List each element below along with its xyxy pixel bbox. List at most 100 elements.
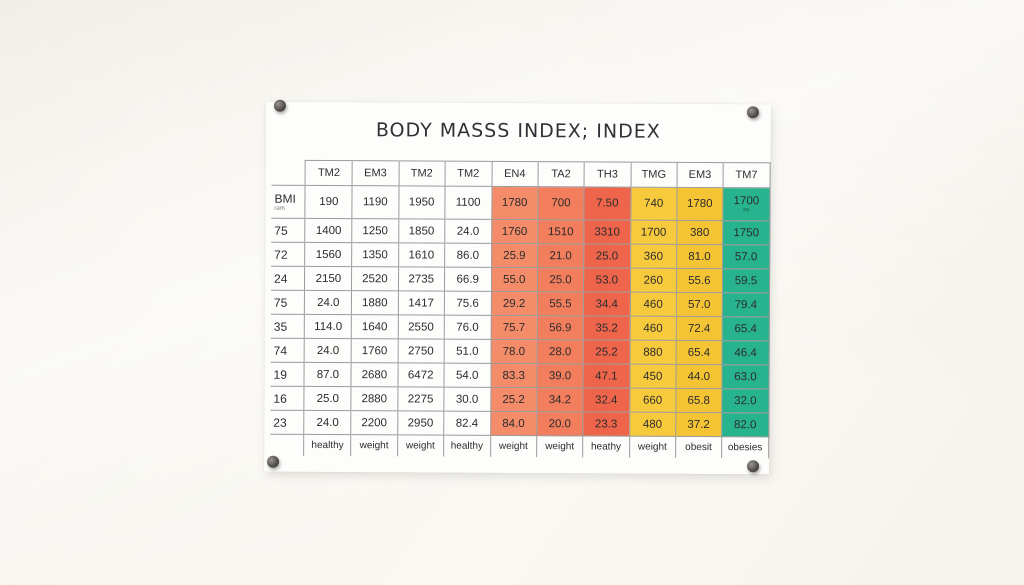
table-cell: 32.0: [721, 388, 769, 413]
pushpin-icon: [267, 455, 280, 468]
column-header: TA2: [537, 161, 585, 187]
table-cell: 55.6: [676, 268, 723, 293]
table-footer-row: healthy weight weight healthy weight weight he…: [270, 434, 769, 459]
table-cell: 2275: [397, 386, 444, 412]
row-label: BMI ram: [271, 185, 306, 219]
table-row: BMI ram 190 1190 1950 1100 1780 700 7.50 740 1780 1…: [271, 185, 771, 221]
column-header: TM2: [305, 160, 353, 186]
table-cell: 6472: [397, 362, 444, 388]
table-cell: 2950: [397, 410, 444, 436]
table-cell: 360: [630, 244, 677, 269]
poster-title: BODY MASSS INDEX; INDEX: [375, 119, 661, 143]
cell-sublabel: as: [743, 206, 750, 213]
table-cell: 35.2: [583, 315, 630, 341]
table-cell: 29.2: [490, 291, 538, 316]
table-cell: 2750: [397, 338, 445, 364]
table-cell: 700: [537, 186, 585, 220]
table-cell: 65.8: [675, 388, 722, 413]
corner-cell: [270, 434, 304, 456]
row-label: 35: [270, 314, 305, 339]
cell-value: 700: [551, 197, 571, 210]
table-cell: 65.4: [675, 340, 723, 365]
table-cell: 75.7: [490, 315, 538, 340]
table-row: 75 24.0 1880 1417 75.6 29.2 55.5 34.4 460 57.0 79.…: [270, 290, 770, 317]
table-cell: 25.0: [304, 386, 352, 411]
table-row: 35 114.0 1640 2550 76.0 75.7 56.9 35.2 460 72.4 65…: [270, 314, 770, 341]
column-header: TH3: [584, 161, 631, 188]
table-cell: 2150: [304, 266, 352, 291]
table-cell: 1400: [305, 218, 353, 243]
category-label: obesit: [675, 436, 722, 459]
table-cell: 380: [676, 220, 723, 245]
table-cell: 3310: [583, 219, 631, 245]
category-label: heathy: [582, 435, 630, 458]
table-cell: 1950: [398, 185, 445, 220]
row-label: 23: [270, 410, 305, 435]
row-label: 19: [270, 362, 305, 387]
category-label: obesies: [721, 436, 769, 459]
table-cell: 47.1: [583, 363, 630, 389]
table-header-row: TM2 EM3 TM2 TM2 EN4 TA2 TH3 TMG EM3 TM7: [271, 160, 771, 188]
cell-value: 1700: [733, 194, 760, 207]
table-cell: 55.0: [491, 267, 538, 292]
table-cell: 1760: [351, 338, 398, 363]
row-sublabel: ram: [274, 205, 285, 212]
table-cell: 25.0: [537, 267, 584, 292]
table-cell: 53.0: [583, 267, 631, 293]
table-row: 72 1560 1350 1610 86.0 25.9 21.0 25.0 360 81.0 57.…: [271, 242, 770, 269]
table-cell: 25.2: [583, 339, 630, 365]
table-row: 74 24.0 1760 2750 51.0 78.0 28.0 25.2 880 65.4 46.…: [270, 338, 770, 365]
table-row: 75 1400 1250 1850 24.0 1760 1510 3310 1700 380 175…: [271, 218, 770, 245]
table-cell: 57.0: [722, 244, 770, 269]
pushpin-icon: [747, 460, 760, 473]
row-label: 72: [271, 242, 306, 267]
table-cell: 59.5: [722, 268, 770, 293]
table-cell: 2520: [351, 266, 399, 291]
table-cell: 260: [630, 268, 677, 293]
table-cell: 7.50: [583, 186, 631, 221]
table-cell: 2735: [398, 266, 445, 292]
table-cell: 20.0: [536, 411, 583, 436]
category-label: weight: [350, 434, 398, 457]
row-label: 24: [270, 266, 306, 291]
row-label: 75: [271, 218, 306, 243]
table-cell: 83.3: [490, 363, 537, 388]
table-cell: 1250: [351, 218, 399, 243]
table-cell: 480: [629, 412, 676, 437]
category-label: weight: [397, 434, 444, 457]
table-cell: 28.0: [536, 339, 584, 364]
table-cell: 1850: [398, 218, 445, 244]
table-cell: 1700: [630, 220, 677, 245]
cell-value: 7.50: [596, 197, 619, 210]
table-row: 16 25.0 2880 2275 30.0 25.2 34.2 32.4 660 65.8 32.…: [270, 386, 769, 413]
table-cell: 1510: [537, 219, 584, 244]
table-cell: 75.6: [444, 291, 492, 316]
cell-value: 1100: [455, 196, 481, 209]
row-label: 75: [270, 290, 305, 315]
table-cell: 190: [305, 185, 353, 219]
table-cell: 1780: [676, 187, 723, 221]
table-cell: 72.4: [676, 316, 723, 341]
row-label: 16: [270, 386, 305, 411]
table-cell: 1417: [397, 290, 445, 316]
table-cell: 1760: [491, 219, 538, 244]
table-cell: 21.0: [537, 243, 584, 268]
bmi-poster: BODY MASSS INDEX; INDEX TM2 EM3 TM2 TM2 EN4 T…: [264, 99, 771, 475]
table-cell: 56.9: [537, 315, 584, 340]
table-cell: 87.0: [304, 362, 352, 387]
column-header: TMG: [630, 162, 678, 188]
cell-value: 1190: [362, 196, 388, 209]
table-cell: 46.4: [721, 340, 770, 365]
table-cell: 1780: [491, 186, 538, 220]
table-cell: 1750: [722, 220, 770, 245]
table-cell: 34.4: [583, 291, 631, 317]
category-label: weight: [629, 436, 676, 458]
category-label: healthy: [304, 434, 351, 457]
table-cell: 450: [629, 364, 676, 389]
table-cell: 2200: [350, 410, 398, 435]
table-row: 24 2150 2520 2735 66.9 55.0 25.0 53.0 260 55.6 59.…: [270, 266, 770, 293]
column-header: EM3: [352, 160, 399, 186]
table-cell: 37.2: [675, 412, 722, 437]
table-cell: 24.0: [444, 219, 492, 244]
bmi-table: TM2 EM3 TM2 TM2 EN4 TA2 TH3 TMG EM3 TM7 BMI ram 190 1…: [270, 160, 771, 459]
